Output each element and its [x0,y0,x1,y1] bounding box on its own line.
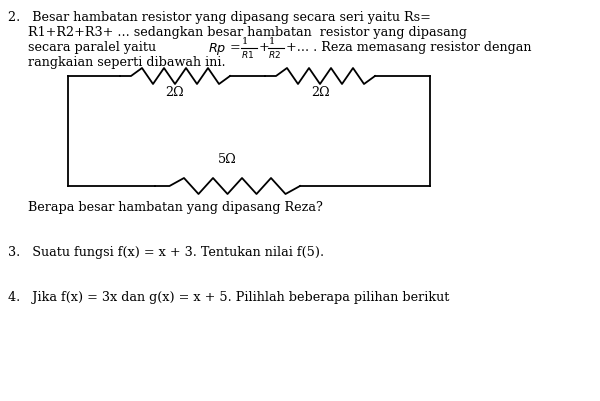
Text: 4.   Jika f(x) = 3x dan g(x) = x + 5. Pilihlah beberapa pilihan berikut: 4. Jika f(x) = 3x dan g(x) = x + 5. Pili… [8,291,449,304]
Text: 2Ω: 2Ω [166,86,184,99]
Text: 2.   Besar hambatan resistor yang dipasang secara seri yaitu Rs=: 2. Besar hambatan resistor yang dipasang… [8,11,431,24]
Text: +... . Reza memasang resistor dengan: +... . Reza memasang resistor dengan [286,41,532,54]
Text: 3.   Suatu fungsi f(x) = x + 3. Tentukan nilai f(5).: 3. Suatu fungsi f(x) = x + 3. Tentukan n… [8,246,324,259]
Text: $\mathit{R1}$: $\mathit{R1}$ [241,49,254,60]
Text: Berapa besar hambatan yang dipasang Reza?: Berapa besar hambatan yang dipasang Reza… [8,201,323,214]
Text: R1+R2+R3+ ... sedangkan besar hambatan  resistor yang dipasang: R1+R2+R3+ ... sedangkan besar hambatan r… [8,26,467,39]
Text: 1: 1 [269,37,275,46]
Text: 5Ω: 5Ω [218,153,236,166]
Text: secara paralel yaitu: secara paralel yaitu [8,41,160,54]
Text: $\mathit{Rp}$: $\mathit{Rp}$ [208,41,226,57]
Text: rangkaian seperti dibawah ini.: rangkaian seperti dibawah ini. [8,56,226,69]
Text: 1: 1 [242,37,248,46]
Text: +: + [259,41,270,54]
Text: 2Ω: 2Ω [311,86,329,99]
Text: =: = [230,41,241,54]
Text: $\mathit{R2}$: $\mathit{R2}$ [268,49,281,60]
